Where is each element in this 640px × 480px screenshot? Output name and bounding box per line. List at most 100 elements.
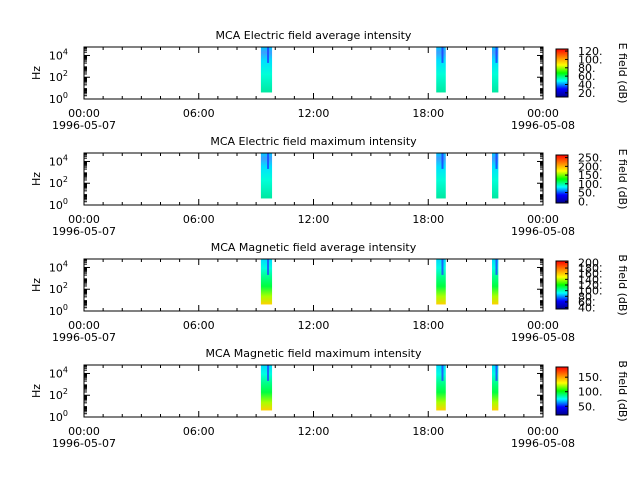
spectrogram-segment — [260, 153, 273, 199]
y-tick-label: 102 — [49, 281, 68, 296]
y-tick-label: 104 — [49, 153, 68, 168]
panel-title: MCA Magnetic field maximum intensity — [206, 347, 422, 360]
panel-title: MCA Electric field maximum intensity — [210, 135, 417, 148]
spectrogram-segment — [492, 259, 499, 305]
x-tick-label: 00:00 — [68, 425, 100, 438]
x-date-label: 1996-05-07 — [52, 225, 116, 238]
y-tick-label: 102 — [49, 387, 68, 402]
spectrogram-panel-2: MCA Electric field maximum intensity 00:0… — [30, 135, 629, 238]
y-tick-label: 100 — [49, 91, 68, 106]
colorbar-tick-label: 50. — [578, 187, 596, 200]
segment-streak — [495, 153, 498, 169]
y-axis-label: Hz — [30, 172, 43, 186]
x-tick-label: 00:00 — [527, 107, 559, 120]
segment-streak — [267, 365, 270, 381]
y-tick-exponent: 0 — [63, 91, 68, 100]
colorbar-label: B field (dB) — [616, 254, 629, 315]
segment-streak — [495, 365, 498, 381]
segment-streak — [441, 47, 444, 63]
spectrogram-segment — [260, 259, 273, 305]
colorbar-tick-label: 80. — [578, 290, 596, 303]
colorbar-tick-label: 100. — [578, 178, 603, 191]
y-tick-label: 100 — [49, 303, 68, 318]
y-tick-exponent: 4 — [63, 153, 68, 162]
colorbar-tick-label: 40. — [578, 302, 596, 315]
x-date-label: 1996-05-07 — [52, 119, 116, 132]
x-tick-label: 06:00 — [183, 213, 215, 226]
spectrogram-segment — [260, 365, 273, 411]
y-tick-exponent: 0 — [63, 197, 68, 206]
x-date-label: 1996-05-08 — [511, 437, 575, 450]
y-tick-exponent: 4 — [63, 259, 68, 268]
y-tick-label: 100 — [49, 409, 68, 424]
y-tick-label: 104 — [49, 365, 68, 380]
x-tick-label: 00:00 — [68, 107, 100, 120]
colorbar-label: B field (dB) — [616, 360, 629, 421]
colorbar-tick-label: 100. — [578, 53, 603, 66]
colorbar-tick-label: 40. — [578, 78, 596, 91]
colorbar-tick-label: 0. — [578, 195, 589, 208]
colorbar-label: E field (dB) — [616, 149, 629, 210]
colorbar — [555, 154, 569, 204]
y-tick-exponent: 2 — [63, 281, 68, 290]
colorbar-label: E field (dB) — [616, 43, 629, 104]
colorbar-tick-label: 20. — [578, 87, 596, 100]
colorbar-tick-label: 100. — [578, 386, 603, 399]
y-axis-label: Hz — [30, 278, 43, 292]
x-tick-label: 12:00 — [298, 319, 330, 332]
x-tick-label: 12:00 — [298, 107, 330, 120]
colorbar-tick-label: 140. — [578, 273, 603, 286]
colorbar-tick-label: 120. — [578, 279, 603, 292]
segment-streak — [495, 47, 498, 63]
y-tick-label: 104 — [49, 259, 68, 274]
x-tick-label: 00:00 — [527, 319, 559, 332]
x-tick-label: 18:00 — [412, 319, 444, 332]
x-tick-label: 00:00 — [68, 319, 100, 332]
spectrogram-segment — [436, 365, 446, 411]
y-tick-exponent: 2 — [63, 387, 68, 396]
spectrogram-segment — [436, 153, 446, 199]
x-tick-label: 00:00 — [68, 213, 100, 226]
spectrogram-segment — [260, 47, 273, 93]
colorbar-tick-label: 200. — [578, 256, 603, 269]
colorbar-tick-label: 120. — [578, 45, 603, 58]
colorbar-tick-label: 150. — [578, 169, 603, 182]
spectrogram-segment — [436, 47, 446, 93]
colorbar-tick-label: 150. — [578, 371, 603, 384]
colorbar-tick-label: 50. — [578, 400, 596, 413]
x-tick-label: 06:00 — [183, 107, 215, 120]
y-axis-label: Hz — [30, 66, 43, 80]
x-tick-label: 00:00 — [527, 425, 559, 438]
x-date-label: 1996-05-07 — [52, 437, 116, 450]
x-tick-label: 12:00 — [298, 425, 330, 438]
spectrogram-panel-4: MCA Magnetic field maximum intensity 00:0… — [30, 347, 629, 450]
x-tick-label: 06:00 — [183, 319, 215, 332]
segment-streak — [441, 259, 444, 275]
plot-frame — [83, 152, 544, 206]
x-date-label: 1996-05-08 — [511, 225, 575, 238]
segment-streak — [267, 153, 270, 169]
plot-frame — [83, 258, 544, 312]
colorbar-tick-label: 250. — [578, 152, 603, 165]
colorbar-tick-label: 60. — [578, 70, 596, 83]
y-tick-exponent: 0 — [63, 303, 68, 312]
y-tick-exponent: 2 — [63, 69, 68, 78]
colorbar-tick-label: 180. — [578, 262, 603, 275]
plot-frame — [83, 364, 544, 418]
x-tick-label: 06:00 — [183, 425, 215, 438]
x-date-label: 1996-05-07 — [52, 331, 116, 344]
x-tick-label: 00:00 — [527, 213, 559, 226]
panel-title: MCA Electric field average intensity — [216, 29, 412, 42]
x-tick-label: 18:00 — [412, 107, 444, 120]
colorbar-tick-label: 100. — [578, 285, 603, 298]
spectrogram-panel-3: MCA Magnetic field average intensity 00:0… — [30, 241, 629, 344]
y-tick-exponent: 4 — [63, 47, 68, 56]
colorbar-tick-label: 160. — [578, 268, 603, 281]
colorbar — [555, 366, 569, 416]
plot-frame — [83, 46, 544, 100]
y-tick-exponent: 4 — [63, 365, 68, 374]
spectrogram-segment — [436, 259, 446, 305]
spectrogram-segment — [492, 365, 499, 411]
y-tick-label: 102 — [49, 69, 68, 84]
